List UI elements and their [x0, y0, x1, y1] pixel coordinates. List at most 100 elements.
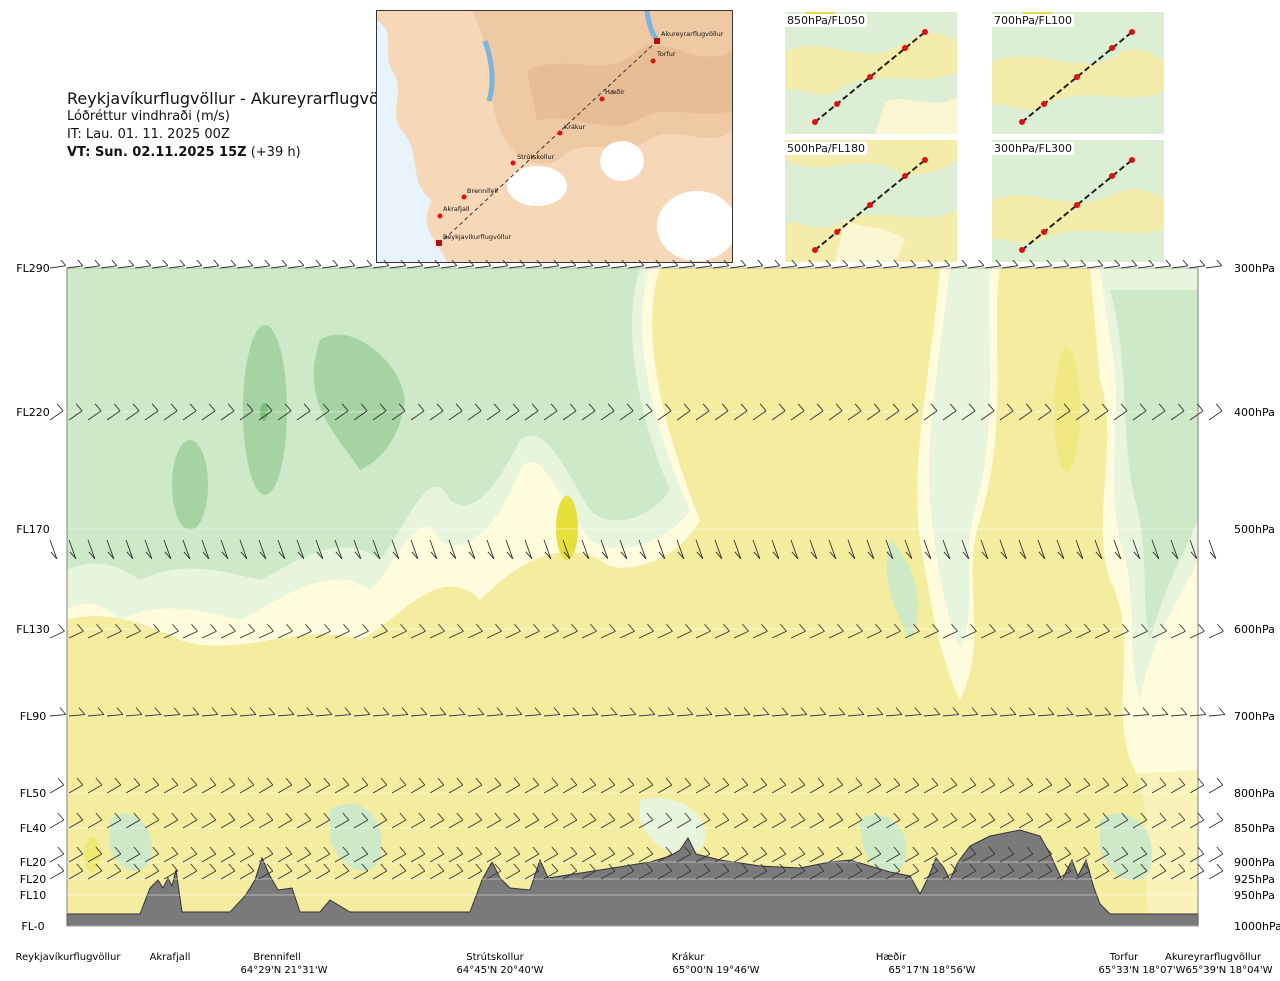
- waypoint-name: Krákur: [672, 951, 706, 963]
- wind-barb: [942, 846, 958, 863]
- wind-barb: [201, 846, 217, 863]
- wind-barb: [315, 777, 331, 794]
- wind-barb: [657, 707, 675, 717]
- wind-barb: [1094, 623, 1110, 639]
- wind-barb: [125, 623, 141, 639]
- wind-barb: [1075, 846, 1091, 863]
- wind-barb: [49, 812, 65, 829]
- wind-barb: [1056, 707, 1074, 717]
- wind-barb: [1208, 777, 1224, 794]
- wind-barb: [904, 812, 920, 829]
- wind-barb: [831, 260, 849, 269]
- wind-barb: [638, 539, 647, 560]
- mini-map-700: 700hPa/FL100: [992, 12, 1164, 134]
- flight-level-label: FL50: [20, 787, 46, 800]
- wind-barb: [391, 812, 407, 829]
- wind-barb: [334, 863, 350, 880]
- wind-barb: [733, 777, 749, 794]
- wind-barb: [1018, 707, 1036, 717]
- wind-barb: [828, 846, 844, 863]
- waypoint-name: Akureyrarflugvöllur: [1165, 952, 1262, 963]
- wind-barb: [524, 863, 540, 880]
- wind-barb: [163, 777, 179, 794]
- wind-barb: [277, 777, 293, 794]
- wind-barb: [790, 846, 806, 863]
- wind-barb: [355, 260, 373, 269]
- map-label-reykjavik: Reykjavíkurflugvöllur: [443, 233, 512, 241]
- wind-barb: [1113, 863, 1129, 880]
- wind-barb: [201, 403, 216, 421]
- wind-barb: [562, 539, 571, 560]
- wind-barb: [847, 846, 863, 863]
- wind-barb: [182, 812, 198, 829]
- wind-barb: [1205, 260, 1223, 269]
- wind-barb: [315, 812, 331, 829]
- wind-barb: [638, 812, 654, 829]
- wind-barb: [1018, 623, 1034, 639]
- wind-barb: [1189, 707, 1207, 717]
- wind-barb: [106, 863, 122, 880]
- wind-barb: [999, 777, 1015, 794]
- route-map: Reykjavíkurflugvöllur Akrafjall Brennife…: [376, 10, 733, 263]
- wind-barb: [1208, 707, 1226, 717]
- wind-barb: [201, 812, 217, 829]
- wind-barb: [448, 846, 464, 863]
- wind-barb: [270, 260, 288, 269]
- wind-barb: [1132, 707, 1150, 717]
- wind-barb: [1113, 707, 1131, 717]
- wind-barb: [581, 863, 597, 880]
- wind-barb: [296, 863, 312, 880]
- wind-barb: [714, 777, 730, 794]
- wind-barb: [695, 846, 711, 863]
- wind-barb: [942, 539, 951, 560]
- wind-barb: [486, 623, 502, 639]
- wind-barb: [287, 260, 305, 269]
- waypoint-coordinates: 64°45'N 20°40'W: [457, 965, 544, 976]
- wind-barb: [486, 777, 502, 794]
- wind-barb: [866, 623, 882, 639]
- wind-barb: [1189, 403, 1204, 421]
- map-label-akureyri: Akureyrarflugvöllur: [661, 30, 724, 38]
- flight-level-label: FL130: [16, 623, 49, 636]
- wind-barb: [68, 623, 84, 639]
- wind-barb: [49, 863, 65, 880]
- mini-map-graphic: [992, 12, 1164, 134]
- wind-barb: [999, 863, 1015, 880]
- wind-barb: [576, 260, 594, 269]
- wind-barb: [296, 812, 312, 829]
- wind-barb: [372, 812, 388, 829]
- wind-barb: [1052, 260, 1070, 269]
- waypoint-name: Akrafjall: [150, 952, 191, 963]
- wind-barb: [389, 260, 407, 269]
- wind-barb: [581, 777, 597, 794]
- wind-barb: [1056, 863, 1072, 880]
- wind-barb: [961, 539, 970, 560]
- wind-barb: [125, 846, 141, 863]
- wind-barb: [980, 539, 989, 560]
- wind-barb: [353, 707, 371, 717]
- wind-barb: [1113, 623, 1129, 639]
- wind-barb: [182, 846, 198, 863]
- wind-barb: [600, 812, 616, 829]
- wind-barb: [1069, 260, 1087, 269]
- wind-barb: [847, 812, 863, 829]
- wind-barb: [201, 707, 219, 717]
- wind-barb: [1075, 777, 1091, 794]
- wind-barb: [885, 539, 894, 560]
- wind-barb: [134, 260, 152, 269]
- wind-barb: [1037, 403, 1052, 421]
- wind-barb: [1094, 539, 1103, 560]
- wind-barb: [315, 707, 333, 717]
- wind-barb: [752, 707, 770, 717]
- wind-barb: [950, 260, 968, 269]
- wind-barb: [661, 260, 679, 269]
- wind-barb: [83, 260, 101, 269]
- wind-barb: [1018, 260, 1036, 269]
- wind-barb: [790, 863, 806, 880]
- wind-barb: [961, 403, 976, 421]
- wind-barb: [448, 403, 463, 421]
- wind-barb: [752, 846, 768, 863]
- wind-barb: [410, 777, 426, 794]
- wind-barb: [980, 707, 998, 717]
- wind-barb: [657, 403, 672, 421]
